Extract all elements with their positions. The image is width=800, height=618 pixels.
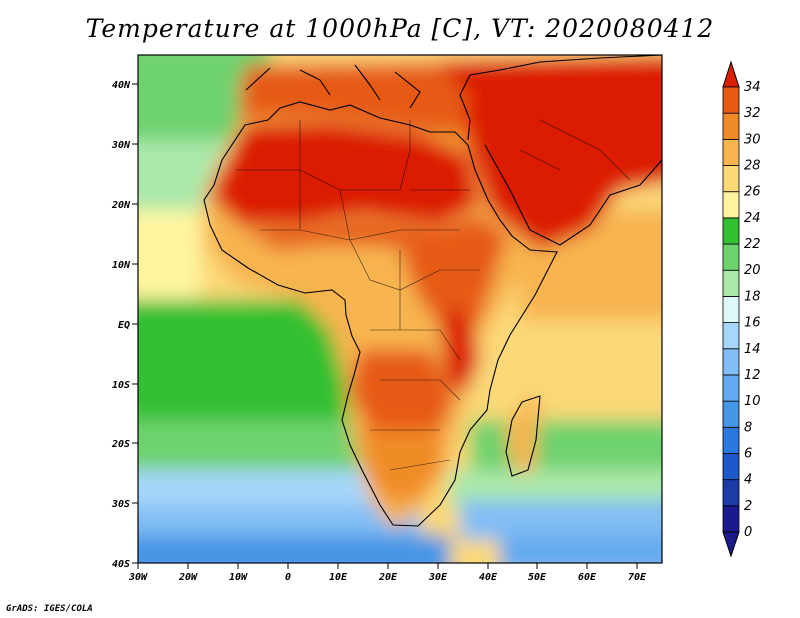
colorbar-label: 2 xyxy=(744,499,752,514)
lon-label: 50E xyxy=(528,572,547,583)
africa-coastline xyxy=(203,101,558,527)
colorbar-segment xyxy=(722,138,740,166)
arabia-coast xyxy=(484,144,662,246)
lat-label: 40N xyxy=(112,80,131,91)
colorbar-segment xyxy=(722,243,740,271)
lat-label: 30S xyxy=(111,499,130,510)
lat-label: EQ xyxy=(118,320,130,331)
colorbar-segment xyxy=(722,191,740,219)
lon-label: 70E xyxy=(628,572,647,583)
colorbar-label: 14 xyxy=(744,342,761,357)
levant-coast xyxy=(459,55,662,141)
colorbar-label: 24 xyxy=(744,211,761,226)
colorbar-segment xyxy=(722,165,740,193)
colorbar-label: 20 xyxy=(744,263,761,278)
colorbar-label: 28 xyxy=(744,159,761,174)
colorbar-label: 34 xyxy=(744,80,761,95)
lon-label: 10W xyxy=(229,572,248,583)
colorbar-segment xyxy=(722,479,740,507)
map-frame xyxy=(137,54,663,564)
grads-credit: GrADS: IGES/COLA xyxy=(6,604,93,614)
colorbar-segment xyxy=(722,400,740,428)
colorbar-min-arrow xyxy=(722,531,740,558)
lat-label: 30N xyxy=(111,140,131,151)
map-title: Temperature at 1000hPa [C], VT: 20200804… xyxy=(85,14,715,43)
colorbar-segment xyxy=(722,505,740,533)
lat-label: 10S xyxy=(112,380,130,391)
lat-label: 20S xyxy=(111,439,130,450)
colorbar-label: 32 xyxy=(744,106,761,121)
europe-coastline xyxy=(245,64,421,109)
colorbar-label: 30 xyxy=(744,132,761,147)
colorbar-segment xyxy=(722,269,740,297)
lon-label: 30W xyxy=(128,572,148,583)
colorbar-segment xyxy=(722,426,740,454)
lon-label: 10E xyxy=(329,572,348,583)
colorbar-label: 6 xyxy=(744,446,752,461)
colorbar-segment xyxy=(722,322,740,350)
colorbar-segment xyxy=(722,217,740,245)
lat-label: 10N xyxy=(112,260,131,271)
colorbar-label: 4 xyxy=(744,473,752,488)
lon-label: 20W xyxy=(178,572,198,583)
lon-label: 30E xyxy=(428,572,448,583)
lon-ticks xyxy=(137,563,638,569)
colorbar-segment xyxy=(722,112,740,140)
colorbar-label: 0 xyxy=(744,525,752,540)
colorbar-segment xyxy=(722,453,740,481)
lon-label: 40E xyxy=(479,572,498,583)
lon-label: 0 xyxy=(285,572,291,583)
colorbar-segment xyxy=(722,348,740,376)
colorbar-label: 8 xyxy=(744,420,752,435)
colorbar-segment xyxy=(722,374,740,402)
madagascar-coastline xyxy=(505,395,541,477)
lat-ticks xyxy=(132,83,138,564)
lon-label: 20E xyxy=(378,572,398,583)
colorbar-label: 22 xyxy=(744,237,761,252)
coastlines xyxy=(203,55,662,527)
colorbar-segment xyxy=(722,296,740,323)
colorbar-label: 26 xyxy=(744,185,761,200)
lat-label: 20N xyxy=(111,200,131,211)
country-borders xyxy=(235,119,631,471)
colorbar-label: 12 xyxy=(744,368,761,383)
lat-label: 40S xyxy=(112,559,130,570)
colorbar-label: 18 xyxy=(744,289,761,304)
colorbar-segment xyxy=(722,86,740,114)
colorbar-max-arrow xyxy=(722,60,740,88)
lon-label: 60E xyxy=(578,572,597,583)
colorbar-label: 10 xyxy=(744,394,761,409)
colorbar-label: 16 xyxy=(744,316,761,331)
